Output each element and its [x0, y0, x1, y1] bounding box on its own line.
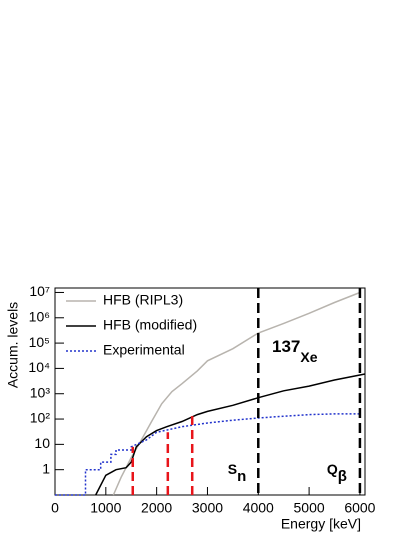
plot-frame	[54, 287, 366, 496]
annotation: Sn	[228, 461, 247, 485]
legend-label: HFB (modified)	[103, 317, 197, 333]
annotation: Qβ	[327, 461, 347, 485]
y-tick-label: 10⁶	[29, 308, 50, 324]
legend-label: HFB (RIPL3)	[103, 292, 183, 308]
x-tick-label: 0	[51, 500, 59, 516]
y-tick-label: 1	[42, 460, 50, 476]
isotope-mass: 137	[272, 337, 300, 356]
annotation-text: S	[228, 461, 237, 477]
x-axis-label: Energy [keV]	[281, 516, 361, 532]
y-axis-label: Accum. levels	[5, 302, 21, 388]
x-tick-label: 1000	[90, 500, 121, 516]
isotope-label: 137Xe	[272, 337, 318, 364]
annotation-sub: n	[237, 468, 246, 485]
y-tick-label: 10³	[30, 384, 51, 400]
legend-label: Experimental	[103, 342, 185, 358]
y-tick-label: 10	[34, 435, 50, 451]
x-tick-label: 6000	[344, 500, 375, 516]
x-tick-label: 5000	[294, 500, 325, 516]
x-tick-label: 3000	[192, 500, 223, 516]
annotation-sub: β	[338, 468, 347, 485]
y-tick-label: 10²	[30, 410, 51, 426]
y-tick-label: 10⁷	[29, 283, 50, 299]
y-tick-label: 10⁴	[28, 359, 50, 375]
isotope-element: Xe	[300, 349, 317, 365]
series-line	[55, 413, 360, 496]
x-tick-label: 4000	[243, 500, 274, 516]
annotation-text: Q	[327, 461, 338, 477]
y-tick-label: 10⁵	[29, 334, 50, 350]
x-tick-label: 2000	[141, 500, 172, 516]
series-line	[95, 373, 366, 496]
